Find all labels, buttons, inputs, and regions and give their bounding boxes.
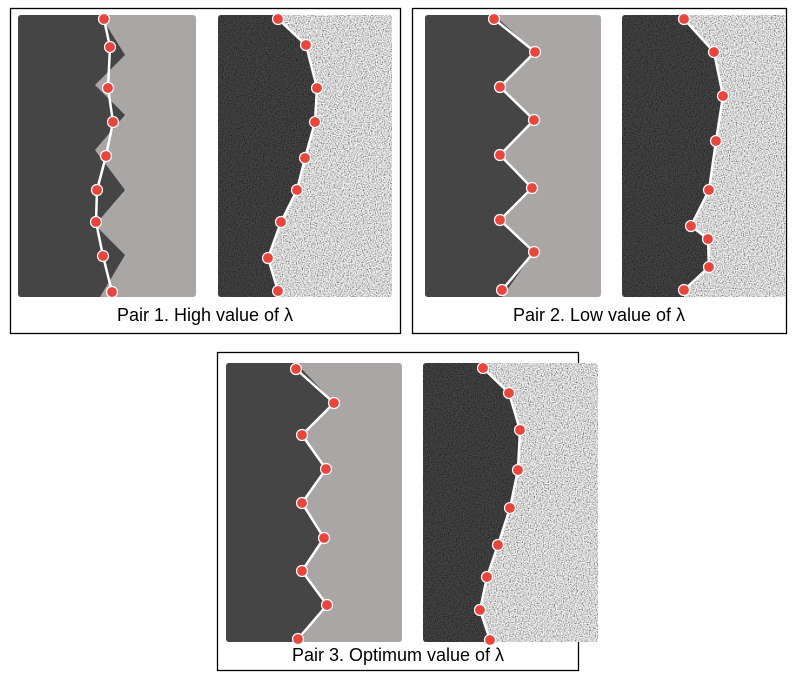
control-point	[99, 14, 110, 25]
control-point	[297, 498, 308, 509]
control-point	[291, 364, 302, 375]
page: {"panels": [ {"caption": "Pair 1. High v…	[0, 0, 794, 676]
control-point	[301, 40, 312, 51]
control-point	[703, 234, 714, 245]
control-point	[530, 47, 541, 58]
control-point	[495, 82, 506, 93]
control-point	[292, 185, 303, 196]
control-point	[489, 14, 500, 25]
control-point	[495, 150, 506, 161]
control-point	[504, 388, 515, 399]
control-point	[91, 217, 102, 228]
control-point	[310, 117, 321, 128]
control-point	[704, 185, 715, 196]
control-point	[495, 215, 506, 226]
control-point	[107, 287, 118, 298]
caption: Pair 2. Low value of λ	[513, 305, 685, 325]
images	[18, 14, 786, 646]
control-point	[686, 221, 697, 232]
control-point	[319, 533, 330, 544]
control-point	[108, 117, 119, 128]
control-point	[513, 465, 524, 476]
control-point	[478, 363, 489, 374]
control-point	[505, 503, 516, 514]
control-point	[718, 91, 729, 102]
control-point	[329, 398, 340, 409]
control-point	[497, 285, 508, 296]
control-point	[297, 430, 308, 441]
caption: Pair 1. High value of λ	[117, 305, 293, 325]
control-point	[515, 425, 526, 436]
control-point	[711, 136, 722, 147]
control-point	[103, 83, 114, 94]
control-point	[527, 183, 538, 194]
control-point	[101, 151, 112, 162]
control-point	[276, 217, 287, 228]
control-point	[293, 634, 304, 645]
control-point	[273, 286, 284, 297]
control-point	[679, 285, 690, 296]
control-point	[704, 262, 715, 273]
control-point	[709, 47, 720, 58]
control-point	[263, 253, 274, 264]
image	[226, 363, 402, 642]
control-point	[529, 115, 540, 126]
control-point	[475, 605, 486, 616]
control-point	[529, 247, 540, 258]
image	[622, 15, 786, 297]
control-point	[322, 600, 333, 611]
control-point	[482, 572, 493, 583]
caption: Pair 3. Optimum value of λ	[292, 645, 504, 665]
control-point	[98, 251, 109, 262]
control-point	[105, 42, 116, 53]
control-point	[312, 83, 323, 94]
image	[425, 15, 601, 297]
control-point	[300, 153, 311, 164]
control-point	[273, 14, 284, 25]
control-point	[321, 464, 332, 475]
control-point	[297, 566, 308, 577]
control-point	[679, 14, 690, 25]
figure: Pair 1. High value of λ Pair 2. Low valu…	[0, 0, 794, 676]
control-point	[493, 540, 504, 551]
control-point	[92, 185, 103, 196]
